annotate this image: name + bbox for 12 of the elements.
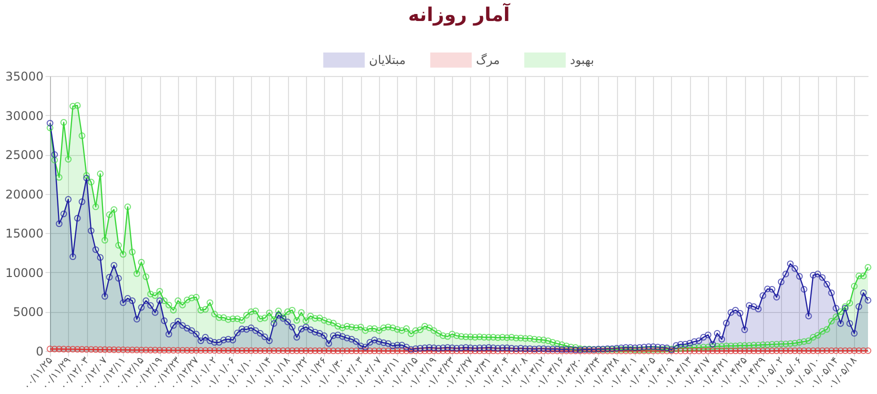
legend-label: مبتلایان <box>369 53 406 68</box>
y-tick-label: 20000 <box>5 187 44 202</box>
legend-label: مرگ <box>476 53 500 68</box>
y-tick-label: 5000 <box>12 305 44 320</box>
legend-label: بهبود <box>570 53 594 68</box>
y-tick-label: 15000 <box>5 226 44 241</box>
y-tick-label: 35000 <box>5 70 44 84</box>
y-tick-label: 30000 <box>5 108 44 123</box>
y-tick-label: 10000 <box>5 266 44 280</box>
y-tick-label: 25000 <box>5 148 44 162</box>
chart-title: آمار روزانه <box>408 2 510 26</box>
y-tick-label: 0 <box>36 344 44 358</box>
